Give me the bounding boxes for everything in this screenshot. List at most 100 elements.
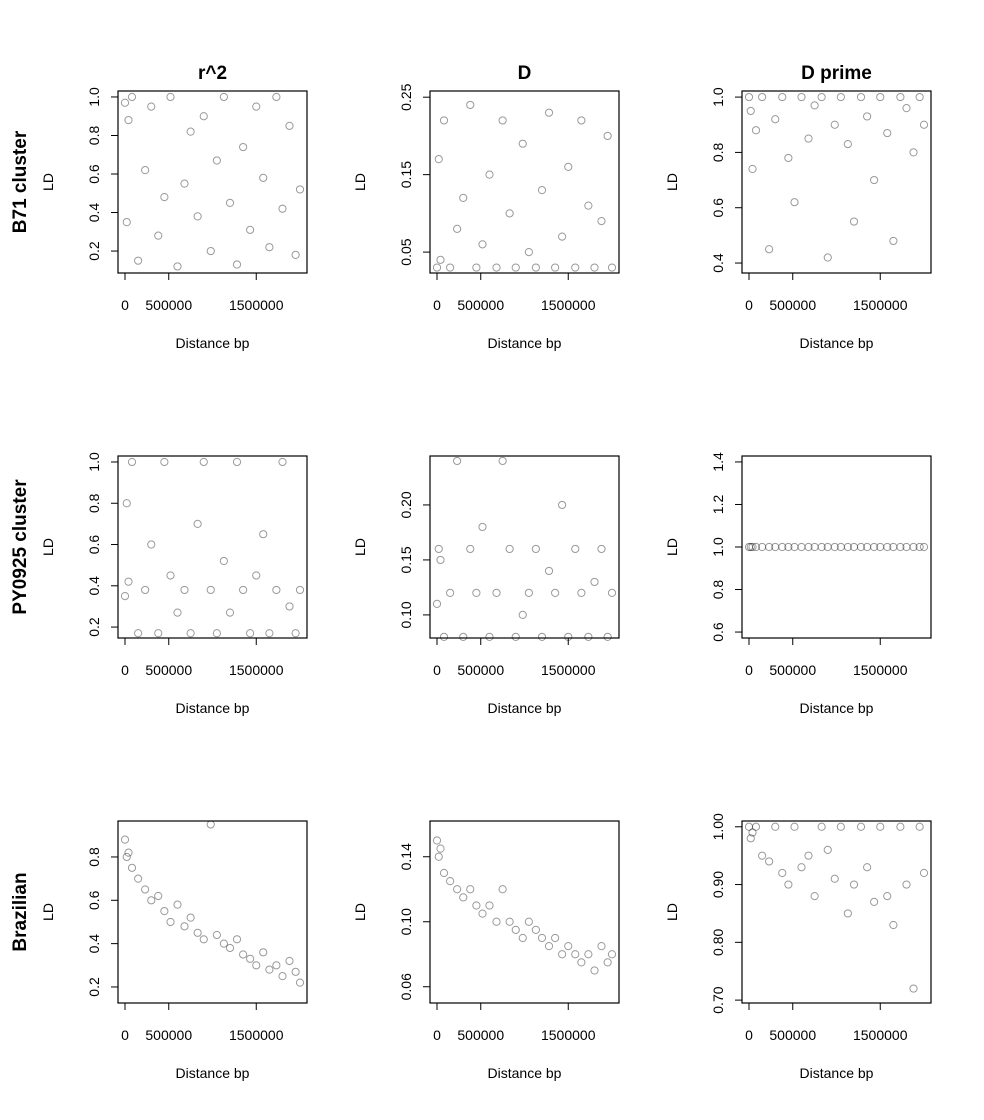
point (206, 246, 215, 256)
point (915, 92, 924, 102)
y-tick-label: 0.8 (86, 493, 102, 513)
point (147, 102, 156, 111)
point (577, 588, 586, 598)
panel-title: D prime (801, 63, 872, 84)
panel-title: D (518, 63, 532, 84)
x-tick-label: 500000 (457, 662, 504, 678)
point (810, 101, 819, 110)
x-tick-label: 1500000 (541, 1027, 596, 1043)
x-tick-label: 1500000 (853, 297, 908, 313)
point (252, 102, 261, 111)
y-tick-label: 1.0 (710, 537, 726, 557)
point (607, 950, 617, 959)
point (141, 166, 150, 175)
x-tick-label: 500000 (769, 662, 816, 678)
point (849, 880, 859, 889)
y-axis-label: LD (664, 538, 680, 556)
y-axis-label: LD (664, 903, 680, 921)
point (564, 162, 573, 171)
point (199, 457, 208, 467)
point (225, 943, 235, 953)
point (518, 933, 527, 943)
panel-title: r^2 (198, 63, 227, 84)
point (295, 585, 305, 595)
y-tick-label: 0.05 (398, 238, 414, 265)
point (272, 961, 281, 970)
point (804, 851, 813, 860)
y-tick-label: 0.4 (86, 576, 102, 596)
point (915, 542, 924, 552)
point (239, 585, 248, 595)
y-axis-label: LD (352, 903, 368, 921)
point (790, 542, 799, 552)
point (551, 588, 560, 598)
point (295, 185, 305, 194)
point (225, 198, 235, 207)
point (436, 555, 445, 565)
y-tick-label: 0.25 (398, 83, 414, 110)
y-tick-label: 0.14 (398, 843, 414, 870)
point (823, 845, 832, 854)
point (856, 542, 866, 552)
point (127, 457, 137, 467)
point (758, 542, 767, 552)
point (843, 140, 852, 149)
point (472, 588, 481, 598)
point (232, 457, 242, 467)
y-tick-label: 0.15 (398, 161, 414, 188)
point (564, 942, 573, 951)
point (544, 108, 554, 117)
point (531, 925, 540, 934)
plot-frame (429, 820, 620, 1004)
row-label: B71 cluster (10, 130, 31, 233)
point (778, 542, 787, 552)
point (166, 92, 175, 102)
point (804, 542, 813, 552)
point (823, 253, 832, 262)
point (889, 236, 898, 246)
point (883, 128, 892, 138)
y-axis-label: LD (40, 903, 56, 921)
point (239, 142, 248, 152)
point (154, 891, 163, 901)
point (830, 542, 839, 552)
point (830, 120, 839, 129)
y-tick-label: 0.4 (86, 934, 102, 954)
x-axis-label: Distance bp (488, 335, 562, 351)
point (590, 966, 599, 975)
point (836, 542, 845, 552)
x-tick-label: 1500000 (541, 662, 596, 678)
point (154, 231, 163, 240)
x-tick-label: 0 (433, 297, 441, 313)
point (849, 217, 859, 226)
point (765, 245, 774, 254)
point (784, 880, 793, 889)
point (453, 456, 462, 466)
point (505, 544, 514, 554)
point (193, 212, 202, 221)
x-tick-label: 1500000 (229, 1027, 284, 1043)
point (558, 232, 567, 241)
point (518, 139, 527, 148)
point (531, 544, 540, 554)
x-tick-label: 0 (433, 662, 441, 678)
point (291, 629, 300, 638)
point (265, 965, 274, 974)
x-tick-label: 500000 (457, 1027, 504, 1043)
point (544, 566, 554, 576)
point (252, 961, 261, 970)
x-tick-label: 500000 (145, 662, 192, 678)
point (524, 588, 533, 598)
point (219, 939, 228, 948)
point (453, 224, 462, 233)
point (446, 263, 455, 272)
point (524, 247, 533, 257)
point (141, 885, 150, 894)
point (498, 885, 507, 894)
x-tick-label: 0 (433, 1027, 441, 1043)
point (193, 928, 202, 937)
point (206, 585, 215, 595)
point (180, 179, 189, 188)
point (537, 632, 547, 642)
point (259, 530, 268, 539)
